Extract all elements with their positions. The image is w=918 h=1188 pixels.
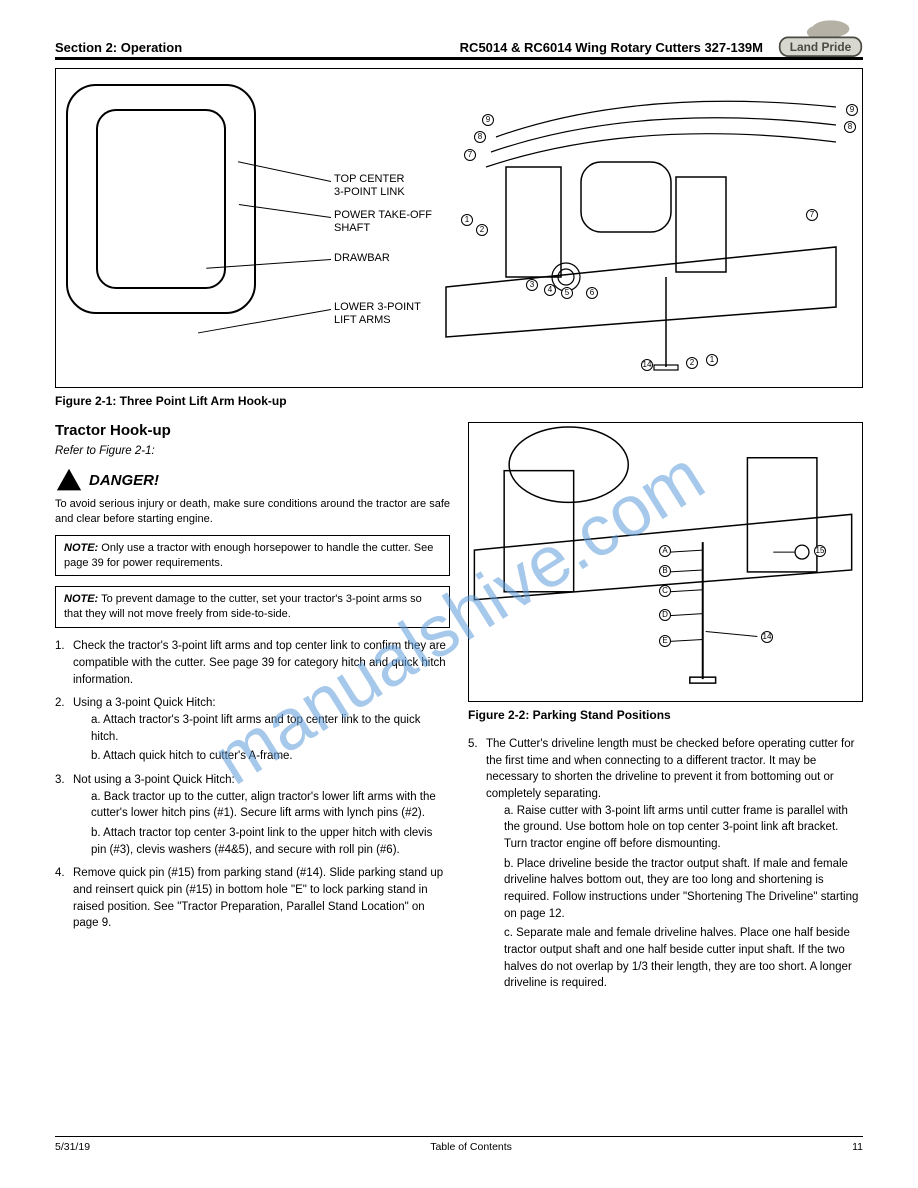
section-title: Tractor Hook-up bbox=[55, 422, 450, 439]
callout-num-5: 5 bbox=[561, 287, 573, 299]
note-box-1: NOTE: Only use a tractor with enough hor… bbox=[55, 535, 450, 577]
note-label: NOTE: bbox=[64, 542, 98, 554]
step-5: The Cutter's driveline length must be ch… bbox=[468, 736, 863, 992]
step-2a: a. Attach tractor's 3-point lift arms an… bbox=[73, 712, 450, 745]
note-label: NOTE: bbox=[64, 593, 98, 605]
page-footer: 5/31/19 Table of Contents 11 bbox=[55, 1136, 863, 1153]
section-refer: Refer to Figure 2-1: bbox=[55, 443, 450, 459]
cutter-assembly-drawing bbox=[436, 77, 856, 382]
figure-2-2-caption: Figure 2-2: Parking Stand Positions bbox=[468, 708, 863, 722]
callout-num-14: 14 bbox=[641, 359, 653, 371]
step-list: Check the tractor's 3-point lift arms an… bbox=[55, 638, 450, 932]
fig2-letter-b: B bbox=[659, 565, 671, 577]
fig2-letter-d: D bbox=[659, 609, 671, 621]
fig2-letter-c: C bbox=[659, 585, 671, 597]
step-5a: a. Raise cutter with 3-point lift arms u… bbox=[486, 803, 863, 853]
right-column: A B C D E 15 14 Figure 2-2: Parking Stan… bbox=[468, 422, 863, 999]
callout-num-1b: 1 bbox=[706, 354, 718, 366]
step-4: Remove quick pin (#15) from parking stan… bbox=[55, 865, 450, 932]
note-text: Only use a tractor with enough horsepowe… bbox=[64, 542, 433, 569]
step-5b: b. Place driveline beside the tractor ou… bbox=[486, 856, 863, 923]
callout-num-9r: 9 bbox=[846, 104, 858, 116]
footer-toc-link[interactable]: Table of Contents bbox=[430, 1141, 512, 1153]
fig2-num-14: 14 bbox=[761, 631, 773, 643]
fig2-drawing bbox=[469, 423, 862, 701]
left-column: Tractor Hook-up Refer to Figure 2-1: DAN… bbox=[55, 422, 450, 999]
step-list-right: The Cutter's driveline length must be ch… bbox=[468, 736, 863, 992]
fig2-letter-e: E bbox=[659, 635, 671, 647]
figure-2-1: TOP CENTER 3-POINT LINK POWER TAKE-OFF S… bbox=[55, 68, 863, 388]
page-header: Section 2: Operation RC5014 & RC6014 Win… bbox=[55, 40, 863, 60]
brand-logo: Land Pride bbox=[778, 20, 863, 65]
step-2-lead: Using a 3-point Quick Hitch: bbox=[73, 697, 216, 709]
figure-2-1-caption: Figure 2-1: Three Point Lift Arm Hook-up bbox=[55, 394, 863, 408]
callout-num-6: 6 bbox=[586, 287, 598, 299]
content-columns: Tractor Hook-up Refer to Figure 2-1: DAN… bbox=[55, 422, 863, 999]
note-box-2: NOTE: To prevent damage to the cutter, s… bbox=[55, 586, 450, 628]
step-5c: c. Separate male and female driveline ha… bbox=[486, 925, 863, 992]
step-5-lead: The Cutter's driveline length must be ch… bbox=[486, 738, 854, 800]
fig2-letter-a: A bbox=[659, 545, 671, 557]
callout-drawbar: DRAWBAR bbox=[334, 252, 390, 265]
footer-date: 5/31/19 bbox=[55, 1141, 90, 1153]
danger-row: DANGER! bbox=[55, 467, 450, 493]
tractor-hub bbox=[96, 109, 226, 289]
step-3: Not using a 3-point Quick Hitch: a. Back… bbox=[55, 772, 450, 858]
fig2-num-15: 15 bbox=[814, 545, 826, 557]
header-section: Section 2: Operation bbox=[55, 40, 182, 55]
callout-num-2b: 2 bbox=[686, 357, 698, 369]
step-2b: b. Attach quick hitch to cutter's A-fram… bbox=[73, 748, 450, 765]
note-text: To prevent damage to the cutter, set you… bbox=[64, 593, 422, 620]
warning-triangle-icon bbox=[55, 467, 83, 493]
danger-text: To avoid serious injury or death, make s… bbox=[55, 497, 450, 527]
callout-num-4: 4 bbox=[544, 284, 556, 296]
step-3a: a. Back tractor up to the cutter, align … bbox=[73, 789, 450, 822]
step-1: Check the tractor's 3-point lift arms an… bbox=[55, 638, 450, 688]
callout-top-center: TOP CENTER 3-POINT LINK bbox=[334, 173, 405, 199]
danger-label: DANGER! bbox=[89, 472, 159, 489]
callout-num-7r: 7 bbox=[806, 209, 818, 221]
step-2: Using a 3-point Quick Hitch: a. Attach t… bbox=[55, 695, 450, 765]
step-3b: b. Attach tractor top center 3-point lin… bbox=[73, 825, 450, 858]
callout-pto: POWER TAKE-OFF SHAFT bbox=[334, 209, 432, 235]
callout-num-8: 8 bbox=[474, 131, 486, 143]
callout-num-2: 2 bbox=[476, 224, 488, 236]
callout-num-9: 9 bbox=[482, 114, 494, 126]
step-3-lead: Not using a 3-point Quick Hitch: bbox=[73, 774, 235, 786]
footer-page-num: 11 bbox=[852, 1141, 863, 1153]
callout-num-7: 7 bbox=[464, 149, 476, 161]
callout-num-1: 1 bbox=[461, 214, 473, 226]
figure-2-2: A B C D E 15 14 bbox=[468, 422, 863, 702]
svg-text:Land Pride: Land Pride bbox=[790, 40, 852, 54]
callout-num-3: 3 bbox=[526, 279, 538, 291]
header-model: RC5014 & RC6014 Wing Rotary Cutters 327-… bbox=[460, 40, 763, 55]
callout-num-8r: 8 bbox=[844, 121, 856, 133]
callout-lower-arms: LOWER 3-POINT LIFT ARMS bbox=[334, 301, 421, 327]
